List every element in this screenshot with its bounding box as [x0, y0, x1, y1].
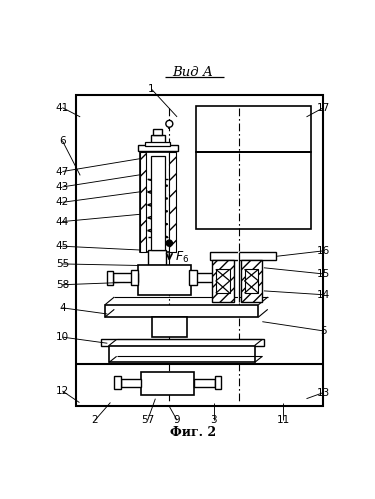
Text: 47: 47	[56, 167, 69, 177]
Bar	[138, 145, 178, 151]
Bar	[151, 156, 165, 250]
Text: 14: 14	[317, 290, 330, 300]
Circle shape	[166, 240, 172, 246]
Text: 57: 57	[141, 415, 154, 425]
Text: 15: 15	[317, 269, 330, 279]
Text: 2: 2	[92, 415, 98, 425]
Text: Вид А: Вид А	[172, 66, 213, 79]
Bar	[148, 250, 166, 265]
Bar	[196, 152, 311, 229]
Text: 45: 45	[56, 241, 69, 251]
Text: $F_6$: $F_6$	[175, 250, 189, 264]
Bar	[191, 273, 217, 282]
Bar	[216, 269, 230, 293]
Bar	[170, 152, 176, 252]
Bar	[217, 271, 222, 285]
Text: Фиг. 2: Фиг. 2	[170, 426, 216, 439]
Bar	[101, 339, 264, 345]
Text: 3: 3	[210, 415, 217, 425]
Text: 6: 6	[59, 136, 66, 146]
Text: 58: 58	[56, 280, 69, 290]
Bar	[141, 372, 194, 395]
Text: 44: 44	[56, 217, 69, 227]
Bar	[107, 271, 113, 285]
Bar	[130, 270, 138, 285]
Bar	[189, 270, 197, 285]
Bar	[145, 142, 170, 146]
Bar	[76, 94, 323, 406]
Text: 1: 1	[148, 84, 155, 94]
Text: 17: 17	[317, 103, 330, 113]
Text: 16: 16	[317, 246, 330, 256]
Text: 11: 11	[277, 415, 290, 425]
Text: 5: 5	[320, 326, 327, 336]
Bar	[215, 376, 221, 389]
Bar	[152, 317, 187, 337]
Text: 13: 13	[317, 388, 330, 398]
Text: 9: 9	[174, 415, 180, 425]
Bar	[196, 106, 311, 152]
Bar	[109, 345, 255, 362]
Bar	[194, 379, 215, 387]
Bar	[241, 260, 262, 302]
Circle shape	[166, 120, 173, 127]
Text: 42: 42	[56, 197, 69, 207]
Bar	[244, 269, 258, 293]
Bar	[140, 152, 176, 252]
Text: 43: 43	[56, 182, 69, 192]
Text: 41: 41	[56, 103, 69, 113]
Text: 10: 10	[56, 332, 69, 342]
Bar	[140, 152, 146, 252]
Bar	[138, 265, 191, 295]
Bar	[113, 273, 138, 282]
Bar	[212, 260, 234, 302]
Text: 4: 4	[59, 303, 66, 313]
Text: 12: 12	[56, 386, 69, 396]
Text: 55: 55	[56, 259, 69, 269]
Bar	[153, 129, 162, 135]
Bar	[105, 305, 258, 317]
Bar	[151, 135, 165, 145]
Bar	[120, 379, 141, 387]
Bar	[210, 252, 276, 260]
Bar	[114, 376, 120, 389]
